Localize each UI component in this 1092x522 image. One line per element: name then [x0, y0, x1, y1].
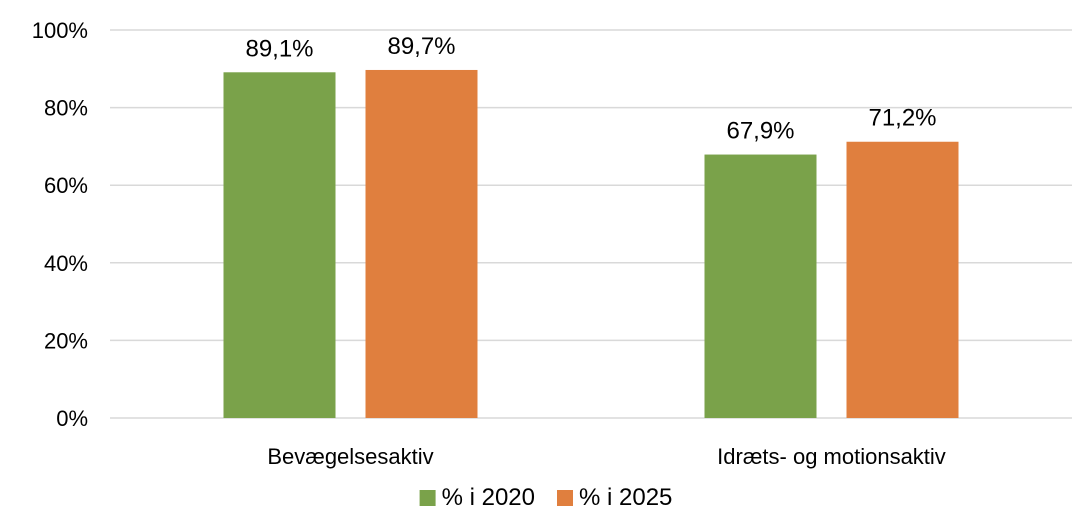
data-labels: 89,1% 89,7% 67,9% 71,2%: [245, 33, 936, 145]
bar-2020-0: [223, 72, 336, 419]
data-label: 89,7%: [387, 33, 455, 60]
category-label: Idræts- og motionsaktiv: [717, 444, 946, 469]
category-labels: Bevægelsesaktiv Idræts- og motionsaktiv: [267, 444, 945, 469]
y-tick-label: 20%: [44, 328, 88, 353]
y-tick-label: 80%: [44, 96, 88, 121]
y-tick-label: 100%: [32, 18, 88, 43]
bar-2020-1: [704, 154, 817, 418]
category-label: Bevægelsesaktiv: [267, 444, 433, 469]
legend: % i 2020 % i 2025: [419, 484, 672, 511]
y-tick-label: 60%: [44, 173, 88, 198]
data-label: 71,2%: [868, 105, 936, 132]
bar-2025-1: [846, 141, 959, 418]
legend-swatch: [557, 490, 573, 506]
data-label: 67,9%: [726, 118, 794, 145]
bars: [223, 69, 959, 419]
y-axis-ticks: 0% 20% 40% 60% 80% 100%: [32, 18, 88, 431]
bar-2025-0: [365, 69, 478, 419]
legend-swatch: [419, 490, 436, 506]
data-label: 89,1%: [245, 35, 313, 62]
legend-label: % i 2025: [579, 484, 672, 511]
y-tick-label: 40%: [44, 251, 88, 276]
legend-label: % i 2020: [442, 484, 535, 511]
y-tick-label: 0%: [56, 406, 88, 431]
